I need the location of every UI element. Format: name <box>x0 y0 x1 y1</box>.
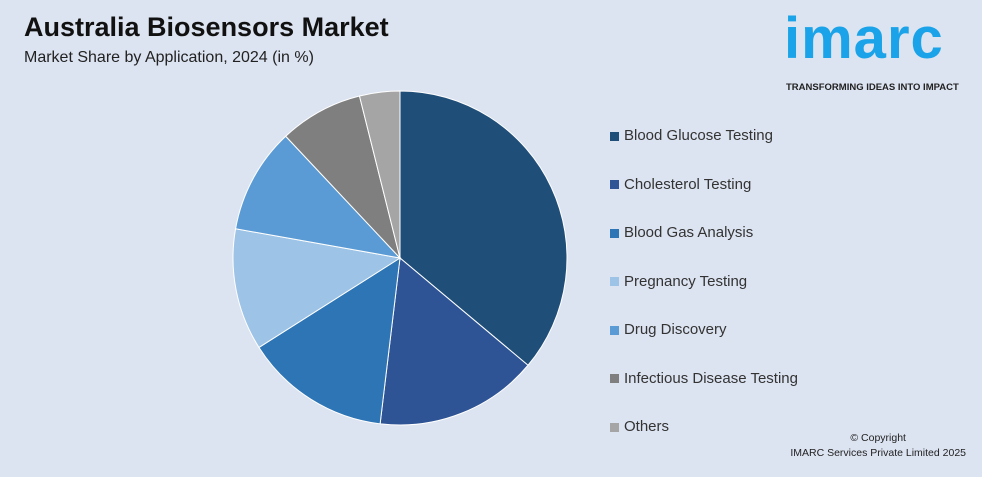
imarc-logo: imarc TRANSFORMING IDEAS INTO IMPACT <box>784 8 974 98</box>
legend-swatch <box>610 422 619 432</box>
logo-text: imarc <box>784 6 944 71</box>
copyright: © Copyright IMARC Services Private Limit… <box>790 431 966 461</box>
legend-swatch <box>610 131 619 141</box>
legend-item: Infectious Disease Testing <box>610 355 798 404</box>
legend-label: Drug Discovery <box>624 321 727 339</box>
legend: Blood Glucose Testing Cholesterol Testing… <box>610 112 798 452</box>
legend-item: Others <box>610 403 798 452</box>
legend-label: Blood Glucose Testing <box>624 127 773 145</box>
legend-swatch <box>610 325 619 335</box>
pie-slice-pregnancy-testing <box>232 228 402 349</box>
chart-subtitle: Market Share by Application, 2024 (in %) <box>24 49 314 66</box>
pie-slice-cholesterol-testing <box>379 257 529 426</box>
legend-label: Infectious Disease Testing <box>624 369 798 387</box>
legend-item: Drug Discovery <box>610 306 798 355</box>
pie-slice-drug-discovery <box>234 135 402 259</box>
legend-swatch <box>610 374 619 384</box>
logo-tagline: TRANSFORMING IDEAS INTO IMPACT <box>786 82 959 93</box>
pie-slice-blood-gas-analysis <box>258 257 401 425</box>
pie-slice-blood-glucose-testing <box>399 90 568 366</box>
legend-swatch <box>610 228 619 238</box>
legend-swatch <box>610 180 619 190</box>
legend-item: Cholesterol Testing <box>610 161 798 210</box>
copyright-label: © Copyright <box>850 432 906 444</box>
legend-label: Pregnancy Testing <box>624 272 748 290</box>
legend-item: Blood Gas Analysis <box>610 209 798 258</box>
chart-title: Australia Biosensors Market <box>24 12 389 42</box>
legend-item: Blood Glucose Testing <box>610 112 798 161</box>
legend-swatch <box>610 277 619 287</box>
legend-label: Cholesterol Testing <box>624 175 752 193</box>
legend-item: Pregnancy Testing <box>610 258 798 307</box>
legend-label: Others <box>624 418 670 436</box>
pie-slice-others <box>358 90 401 259</box>
legend-label: Blood Gas Analysis <box>624 224 754 242</box>
copyright-company: IMARC Services Private Limited 2025 <box>790 447 966 459</box>
